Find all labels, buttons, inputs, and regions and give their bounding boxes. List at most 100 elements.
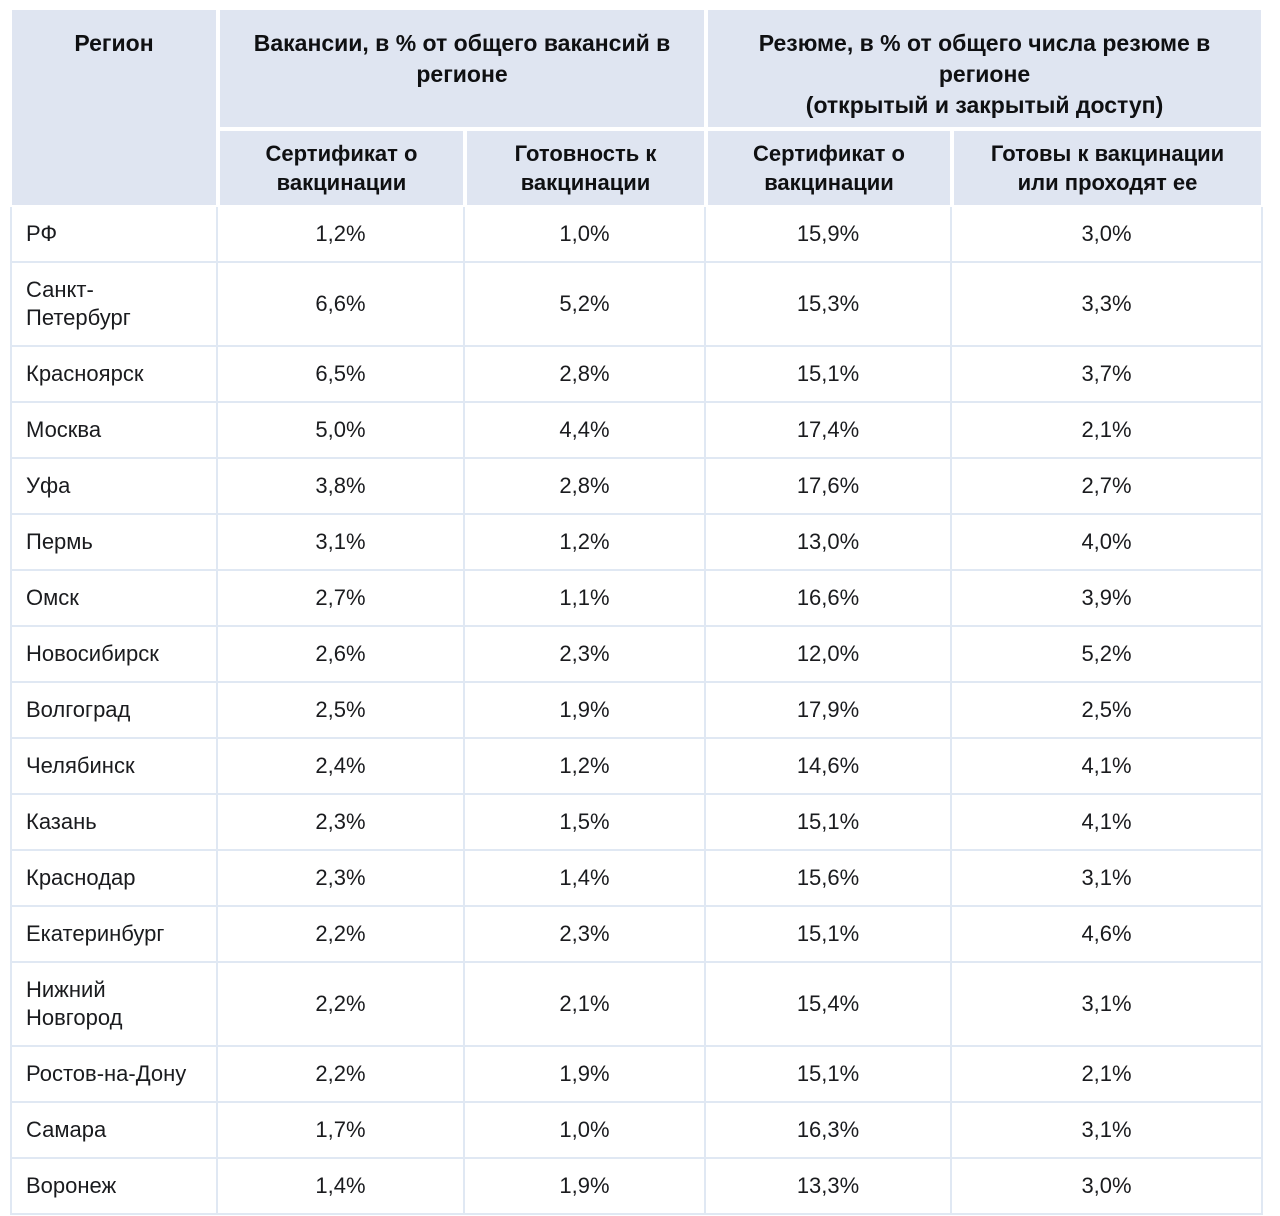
value-cell: 1,1% — [465, 571, 707, 627]
region-cell: Волгоград — [10, 683, 218, 739]
value-cell: 3,9% — [952, 571, 1264, 627]
value-cell: 3,3% — [952, 263, 1264, 347]
table-row: Пермь 3,1% 1,2% 13,0% 4,0% — [10, 515, 1264, 571]
table-row: Екатеринбург 2,2% 2,3% 15,1% 4,6% — [10, 907, 1264, 963]
value-cell: 13,3% — [706, 1159, 953, 1215]
value-cell: 14,6% — [706, 739, 953, 795]
value-cell: 15,1% — [706, 795, 953, 851]
value-cell: 3,1% — [952, 851, 1264, 907]
value-cell: 2,1% — [952, 403, 1264, 459]
value-cell: 2,2% — [218, 1047, 465, 1103]
value-cell: 2,2% — [218, 963, 465, 1047]
table-row: Ростов-на-Дону 2,2% 1,9% 15,1% 2,1% — [10, 1047, 1264, 1103]
value-cell: 1,4% — [218, 1159, 465, 1215]
value-cell: 2,8% — [465, 459, 707, 515]
value-cell: 16,3% — [706, 1103, 953, 1159]
region-cell: Нижний Новгород — [10, 963, 218, 1047]
value-cell: 15,1% — [706, 1047, 953, 1103]
value-cell: 15,1% — [706, 907, 953, 963]
header-sub-row: Сертификат о вакцинации Готовность к вак… — [10, 129, 1264, 207]
value-cell: 6,6% — [218, 263, 465, 347]
table-row: Новосибирск 2,6% 2,3% 12,0% 5,2% — [10, 627, 1264, 683]
table-row: РФ 1,2% 1,0% 15,9% 3,0% — [10, 207, 1264, 263]
value-cell: 1,4% — [465, 851, 707, 907]
value-cell: 1,2% — [465, 739, 707, 795]
region-cell: Краснодар — [10, 851, 218, 907]
value-cell: 17,4% — [706, 403, 953, 459]
value-cell: 2,1% — [465, 963, 707, 1047]
table-row: Челябинск 2,4% 1,2% 14,6% 4,1% — [10, 739, 1264, 795]
value-cell: 1,2% — [218, 207, 465, 263]
value-cell: 5,2% — [952, 627, 1264, 683]
table-row: Казань 2,3% 1,5% 15,1% 4,1% — [10, 795, 1264, 851]
value-cell: 2,2% — [218, 907, 465, 963]
region-cell: Красноярск — [10, 347, 218, 403]
value-cell: 15,9% — [706, 207, 953, 263]
value-cell: 6,5% — [218, 347, 465, 403]
table-body: РФ 1,2% 1,0% 15,9% 3,0% Санкт- Петербург 6,6% 5… — [10, 207, 1264, 1215]
region-cell: Санкт- Петербург — [10, 263, 218, 347]
column-header-region: Регион — [10, 8, 218, 207]
value-cell: 2,7% — [952, 459, 1264, 515]
value-cell: 5,0% — [218, 403, 465, 459]
region-cell: Москва — [10, 403, 218, 459]
table-row: Самара 1,7% 1,0% 16,3% 3,1% — [10, 1103, 1264, 1159]
value-cell: 17,6% — [706, 459, 953, 515]
value-cell: 2,1% — [952, 1047, 1264, 1103]
column-header-resumes-certificate: Сертификат о вакцинации — [706, 129, 953, 207]
value-cell: 15,1% — [706, 347, 953, 403]
table-row: Воронеж 1,4% 1,9% 13,3% 3,0% — [10, 1159, 1264, 1215]
value-cell: 2,3% — [218, 851, 465, 907]
region-cell: Казань — [10, 795, 218, 851]
table-row: Красноярск 6,5% 2,8% 15,1% 3,7% — [10, 347, 1264, 403]
header-group-row: Регион Вакансии, в % от общего вакансий … — [10, 8, 1264, 207]
value-cell: 16,6% — [706, 571, 953, 627]
vaccination-regions-table: Регион Вакансии, в % от общего вакансий … — [10, 8, 1264, 1215]
column-header-vacancies-certificate: Сертификат о вакцинации — [218, 129, 465, 207]
region-cell: РФ — [10, 207, 218, 263]
table-row: Омск 2,7% 1,1% 16,6% 3,9% — [10, 571, 1264, 627]
value-cell: 3,0% — [952, 1159, 1264, 1215]
region-cell: Пермь — [10, 515, 218, 571]
value-cell: 2,5% — [952, 683, 1264, 739]
value-cell: 4,4% — [465, 403, 707, 459]
table-row: Краснодар 2,3% 1,4% 15,6% 3,1% — [10, 851, 1264, 907]
column-group-resumes: Резюме, в % от общего числа резюме в рег… — [706, 8, 1264, 129]
region-cell: Екатеринбург — [10, 907, 218, 963]
value-cell: 15,4% — [706, 963, 953, 1047]
value-cell: 2,4% — [218, 739, 465, 795]
value-cell: 2,6% — [218, 627, 465, 683]
table-header: Регион Вакансии, в % от общего вакансий … — [10, 8, 1264, 207]
value-cell: 13,0% — [706, 515, 953, 571]
value-cell: 4,6% — [952, 907, 1264, 963]
value-cell: 3,8% — [218, 459, 465, 515]
table-row: Москва 5,0% 4,4% 17,4% 2,1% — [10, 403, 1264, 459]
value-cell: 1,9% — [465, 683, 707, 739]
value-cell: 2,3% — [465, 907, 707, 963]
value-cell: 2,8% — [465, 347, 707, 403]
value-cell: 12,0% — [706, 627, 953, 683]
table-row: Нижний Новгород 2,2% 2,1% 15,4% 3,1% — [10, 963, 1264, 1047]
table-row: Санкт- Петербург 6,6% 5,2% 15,3% 3,3% — [10, 263, 1264, 347]
value-cell: 1,9% — [465, 1159, 707, 1215]
value-cell: 2,7% — [218, 571, 465, 627]
value-cell: 4,1% — [952, 795, 1264, 851]
value-cell: 3,7% — [952, 347, 1264, 403]
value-cell: 3,1% — [952, 1103, 1264, 1159]
region-cell: Новосибирск — [10, 627, 218, 683]
value-cell: 5,2% — [465, 263, 707, 347]
table-row: Уфа 3,8% 2,8% 17,6% 2,7% — [10, 459, 1264, 515]
value-cell: 2,3% — [218, 795, 465, 851]
value-cell: 2,5% — [218, 683, 465, 739]
value-cell: 15,3% — [706, 263, 953, 347]
column-header-resumes-readiness: Готовы к вакцинации или проходят ее — [952, 129, 1264, 207]
region-cell: Омск — [10, 571, 218, 627]
value-cell: 4,1% — [952, 739, 1264, 795]
value-cell: 1,0% — [465, 1103, 707, 1159]
value-cell: 1,2% — [465, 515, 707, 571]
value-cell: 3,1% — [218, 515, 465, 571]
value-cell: 4,0% — [952, 515, 1264, 571]
region-cell: Воронеж — [10, 1159, 218, 1215]
value-cell: 15,6% — [706, 851, 953, 907]
table-row: Волгоград 2,5% 1,9% 17,9% 2,5% — [10, 683, 1264, 739]
